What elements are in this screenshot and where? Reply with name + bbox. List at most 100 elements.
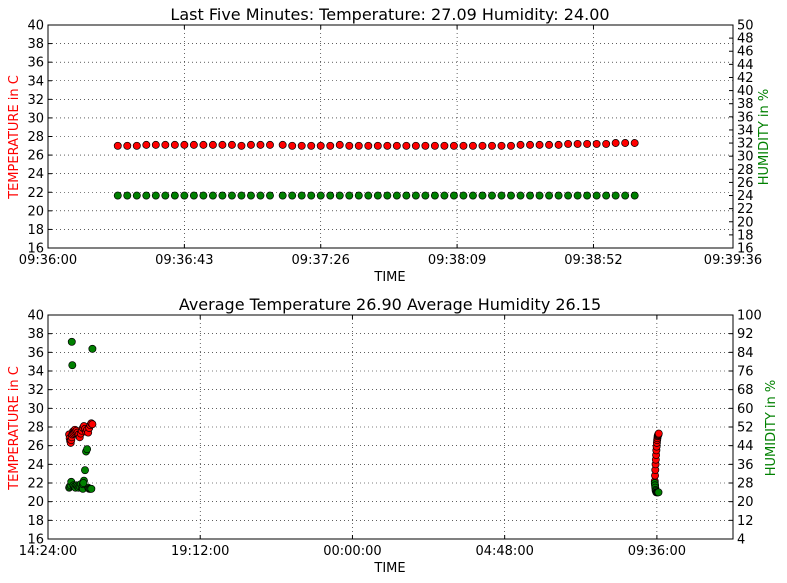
temperature-point [459,141,468,150]
temperature-point [602,139,611,148]
temperature-point [189,140,198,149]
y-axis-ticks: 16 18 20 22 24 26 28 30 32 34 36 38 40 [27,19,52,257]
humidity-point [621,191,630,200]
humidity-point [345,191,354,200]
y2-axis-ticks: 4 12 20 28 36 44 52 60 68 76 84 92 100 [729,309,762,548]
y-tick-label: 28 [27,130,44,145]
humidity-point [449,191,458,200]
y2-tick-label: 44 [737,439,754,454]
y-tick-label: 18 [27,223,44,238]
humidity-point [335,191,344,200]
humidity-point [81,466,89,475]
x-axis-ticks: 14:24:00 19:12:00 00:00:00 04:48:00 09:36:00 [19,315,686,559]
humidity-point [364,191,373,200]
humidity-point [497,191,506,200]
x-tick-label: 09:36:00 [19,253,77,268]
humidity-point [469,191,477,200]
y2-tick-label: 18 [737,228,754,243]
temperature-point [266,140,274,149]
humidity-point [67,337,76,346]
temperature-point [373,141,382,150]
temperature-point [516,140,525,149]
grid [48,315,733,539]
chart-averages: Average Temperature 26.90 Average Humidi… [7,295,779,576]
temperature-point [630,139,639,147]
y-tick-label: 24 [27,167,44,182]
humidity-point [151,191,160,200]
temperature-point [440,141,449,150]
temperature-point [142,140,151,149]
humidity-point [478,191,487,200]
temperature-point [545,140,554,149]
y-tick-label: 38 [27,327,44,342]
humidity-point [256,191,265,200]
y2-tick-label: 46 [737,45,754,60]
humidity-point [383,191,392,200]
y2-tick-label: 92 [737,327,754,342]
humidity-point [592,191,601,200]
y2-tick-label: 22 [737,202,754,217]
x-tick-label: 09:38:09 [428,253,486,268]
y2-tick-label: 44 [737,58,754,73]
temperature-point [180,140,189,149]
humidity-point [602,191,611,200]
temperature-point [161,140,170,149]
y-tick-label: 36 [27,346,44,361]
y-axis-label: TEMPERATURE in C [7,75,22,200]
temperature-point [411,141,420,150]
temperature-point [488,141,496,150]
humidity-point [564,191,573,200]
y2-tick-label: 20 [737,495,754,510]
chart-last-five-minutes: Last Five Minutes: Temperature: 27.09 Hu… [7,5,772,285]
humidity-point [227,191,236,200]
temperature-point [654,429,663,438]
humidity-point [459,191,468,200]
plot-frame [47,314,734,540]
humidity-point [430,191,439,200]
temperature-point [335,140,344,149]
humidity-point [288,191,297,200]
temperature-point [611,139,620,147]
x-tick-label: 09:38:52 [564,253,622,268]
y2-tick-label: 38 [737,97,754,112]
y-tick-label: 24 [27,458,44,473]
temperature-point [208,140,217,149]
x-tick-label: 09:36:43 [155,253,213,268]
humidity-point [583,191,592,200]
temperature-point [402,141,411,150]
y-tick-label: 36 [27,56,44,71]
temperature-point [383,141,392,150]
y-tick-label: 40 [27,19,44,34]
x-tick-label: 09:36:00 [628,544,686,559]
temperature-point [345,141,354,150]
y-tick-label: 20 [27,204,44,219]
y-tick-label: 30 [27,111,44,126]
temperature-point [170,140,179,149]
x-axis-ticks: 09:36:00 09:36:43 09:37:26 09:38:09 09:38:52… [19,25,762,268]
y-tick-label: 34 [27,365,44,380]
temperature-point [113,141,122,150]
y-axis-ticks: 16 18 20 22 24 26 28 30 32 34 36 38 40 [27,309,52,548]
humidity-point [354,191,363,200]
y-tick-label: 20 [27,495,44,510]
y2-tick-label: 28 [737,163,754,178]
temperature-point [478,141,487,150]
y2-tick-label: 34 [737,123,754,138]
humidity-point [88,344,97,353]
temperature-point [88,420,97,429]
humidity-point [421,191,430,200]
y2-tick-label: 84 [737,346,754,361]
humidity-point [545,191,554,200]
temperature-point [526,140,534,149]
y2-tick-label: 12 [737,514,754,529]
humidity-point [516,191,525,200]
y2-tick-label: 76 [737,365,754,380]
temperature-point [421,141,430,150]
y-tick-label: 26 [27,149,44,164]
humidity-point [142,191,151,200]
humidity-point [113,191,122,200]
humidity-point [392,191,401,200]
humidity-point [237,191,246,200]
humidity-point [411,191,420,200]
